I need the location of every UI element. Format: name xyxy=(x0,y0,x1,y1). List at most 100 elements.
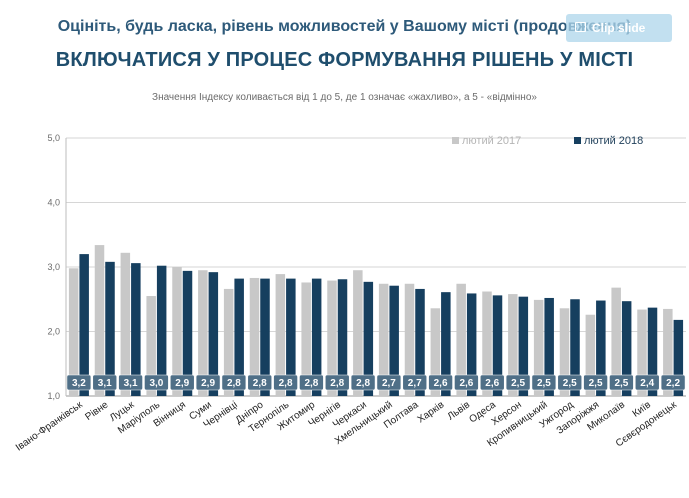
bar-2018 xyxy=(389,285,399,396)
data-label-box xyxy=(221,374,247,391)
clipboard-icon xyxy=(575,22,586,32)
bar-2017 xyxy=(198,270,208,396)
legend-label: лютий 2018 xyxy=(584,135,643,147)
bar-2017 xyxy=(508,294,518,396)
data-label: 2,8 xyxy=(330,378,344,389)
bar-2018 xyxy=(363,281,374,396)
data-label: 2,6 xyxy=(485,378,499,389)
y-tick-label: 1,0 xyxy=(47,391,60,401)
bar-2018 xyxy=(79,254,89,396)
data-label: 2,5 xyxy=(589,378,603,389)
data-label: 2,5 xyxy=(511,378,525,389)
bar-2018 xyxy=(596,300,606,396)
data-label-box xyxy=(583,374,608,391)
data-label: 2,5 xyxy=(614,378,628,389)
bar-2017 xyxy=(378,283,389,396)
clip-slide-button[interactable]: Clip slide xyxy=(566,14,672,42)
bar-2017 xyxy=(249,277,260,396)
bar-2018 xyxy=(441,292,451,396)
data-label: 2,8 xyxy=(227,378,241,389)
bar-2018 xyxy=(492,295,503,396)
data-label: 3,1 xyxy=(98,378,112,389)
data-label: 3,2 xyxy=(72,378,86,389)
bar-2017 xyxy=(482,291,492,396)
bar-2018 xyxy=(518,296,529,396)
bar-2017 xyxy=(456,283,466,396)
x-tick-label: Львів xyxy=(446,399,472,422)
bar-2017 xyxy=(301,282,311,396)
data-label: 2,2 xyxy=(666,378,680,389)
bar-2018 xyxy=(131,263,141,396)
legend-label: лютий 2017 xyxy=(462,135,521,147)
bar-2017 xyxy=(611,287,621,396)
chart-title: ВКЛЮЧАТИСЯ У ПРОЦЕС ФОРМУВАННЯ РІШЕНЬ У … xyxy=(55,49,634,71)
bar-2017 xyxy=(533,299,544,396)
data-label-box xyxy=(324,374,350,391)
bar-2018 xyxy=(105,261,115,396)
legend-swatch xyxy=(574,137,581,144)
data-label-box xyxy=(169,374,195,391)
data-label: 2,6 xyxy=(459,378,473,389)
bar-2018 xyxy=(621,301,632,396)
bar-2018 xyxy=(673,319,684,396)
data-label: 3,0 xyxy=(149,378,163,389)
data-labels: 3,2 3,1 3,1 3,0 2,9 2,9 2,8 2,8 2,8 2,8 2,8 2,8 2,7 2… xyxy=(66,374,686,391)
x-tick-label: Рівне xyxy=(83,399,110,423)
bar-2017 xyxy=(68,268,79,396)
bar-2018 xyxy=(156,265,167,396)
bar-2018 xyxy=(311,278,322,396)
bar-2017 xyxy=(94,245,105,396)
data-label-box xyxy=(660,374,686,391)
data-label: 2,9 xyxy=(175,378,189,389)
data-label-box xyxy=(299,374,324,391)
x-tick-label: Івано-Франківськ xyxy=(14,399,85,453)
gridlines xyxy=(66,137,686,397)
y-tick-label: 2,0 xyxy=(47,327,60,337)
data-label-box xyxy=(557,374,583,391)
data-label-box xyxy=(144,374,169,391)
data-label-box xyxy=(92,374,118,391)
bar-2017 xyxy=(275,274,286,396)
data-label-box xyxy=(479,374,505,391)
data-label-box xyxy=(118,374,143,391)
bars xyxy=(68,245,684,396)
bar-2018 xyxy=(182,270,193,396)
data-label-box xyxy=(247,374,273,391)
data-label: 3,1 xyxy=(124,378,138,389)
data-label: 2,5 xyxy=(537,378,551,389)
slide-title: Оцініть, будь ласка, рівень можливостей … xyxy=(57,18,632,35)
bar-2017 xyxy=(637,309,647,396)
data-label-box xyxy=(531,374,557,391)
bar-2017 xyxy=(430,308,441,396)
bar-2018 xyxy=(234,278,244,396)
data-label-box xyxy=(66,374,92,391)
bar-2018 xyxy=(647,307,658,396)
data-label-box xyxy=(273,374,298,391)
bar-2017 xyxy=(146,296,156,396)
data-label: 2,8 xyxy=(279,378,293,389)
bar-2018 xyxy=(337,279,348,396)
x-tick-label: Харків xyxy=(416,399,447,425)
data-label: 2,7 xyxy=(408,378,422,389)
clip-slide-label: Clip slide xyxy=(592,21,646,35)
y-tick-label: 3,0 xyxy=(47,262,60,272)
y-tick-label: 5,0 xyxy=(47,133,60,143)
bar-2018 xyxy=(260,278,270,396)
data-label: 2,8 xyxy=(253,378,267,389)
bar-2017 xyxy=(559,308,570,396)
data-label-box xyxy=(454,374,479,391)
legend-swatch xyxy=(452,137,459,144)
data-label-box xyxy=(634,374,660,391)
bar-2017 xyxy=(585,314,596,396)
data-label: 2,6 xyxy=(434,378,448,389)
data-label-box xyxy=(609,374,634,391)
bar-2017 xyxy=(327,280,337,396)
legend: лютий 2017 лютий 2018 xyxy=(452,135,643,147)
bar-2017 xyxy=(172,267,182,396)
data-label: 2,4 xyxy=(640,378,654,389)
bar-2017 xyxy=(120,252,131,396)
bar-2017 xyxy=(223,288,234,396)
y-tick-label: 4,0 xyxy=(47,198,60,208)
data-label-box xyxy=(350,374,376,391)
